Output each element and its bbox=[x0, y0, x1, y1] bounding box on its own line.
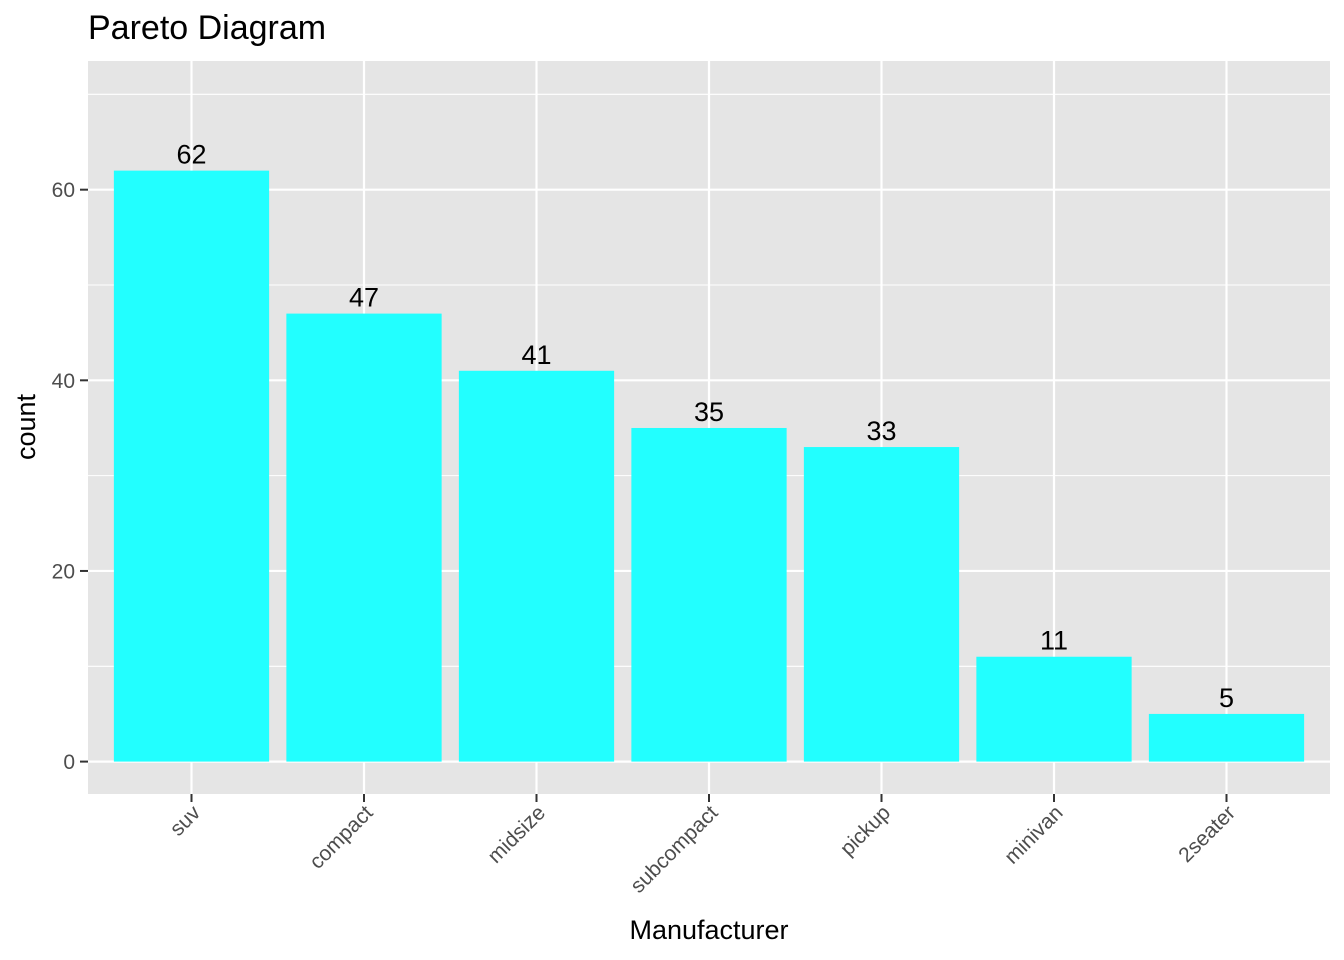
data-label: 33 bbox=[866, 416, 896, 446]
x-tick-label: midsize bbox=[483, 801, 550, 868]
x-tick-label: compact bbox=[305, 801, 378, 874]
bar-minivan bbox=[976, 656, 1132, 762]
y-tick-label: 40 bbox=[52, 370, 75, 393]
bar-subcompact bbox=[631, 427, 787, 762]
x-tick-label: suv bbox=[166, 801, 206, 841]
data-labels: 62 47 41 35 33 11 5 bbox=[176, 140, 1234, 713]
x-tick-label: pickup bbox=[836, 801, 895, 860]
data-label: 62 bbox=[176, 140, 206, 170]
y-tick-label: 60 bbox=[52, 179, 75, 202]
x-tick-label: minivan bbox=[1000, 801, 1067, 868]
bar-midsize bbox=[458, 370, 615, 762]
bar-compact bbox=[286, 313, 442, 762]
x-axis-title: Manufacturer bbox=[629, 915, 788, 945]
y-tick-label: 20 bbox=[52, 560, 75, 583]
bars bbox=[113, 170, 1305, 762]
bar-pickup bbox=[803, 447, 960, 762]
x-axis: suv compact midsize subcompact pickup minivan… bbox=[166, 794, 1240, 898]
bar-2seater bbox=[1148, 713, 1305, 762]
x-tick-label: subcompact bbox=[626, 801, 722, 897]
bar-suv bbox=[113, 170, 270, 762]
data-label: 5 bbox=[1219, 683, 1234, 713]
data-label: 41 bbox=[521, 340, 551, 370]
y-axis: 0 20 40 60 bbox=[52, 179, 88, 774]
x-tick-label: 2seater bbox=[1174, 801, 1240, 867]
data-label: 47 bbox=[349, 283, 379, 313]
y-tick-label: 0 bbox=[63, 751, 75, 774]
chart-title: Pareto Diagram bbox=[88, 9, 326, 47]
data-label: 35 bbox=[694, 397, 724, 427]
data-label: 11 bbox=[1040, 626, 1068, 656]
y-axis-title: count bbox=[11, 393, 41, 460]
